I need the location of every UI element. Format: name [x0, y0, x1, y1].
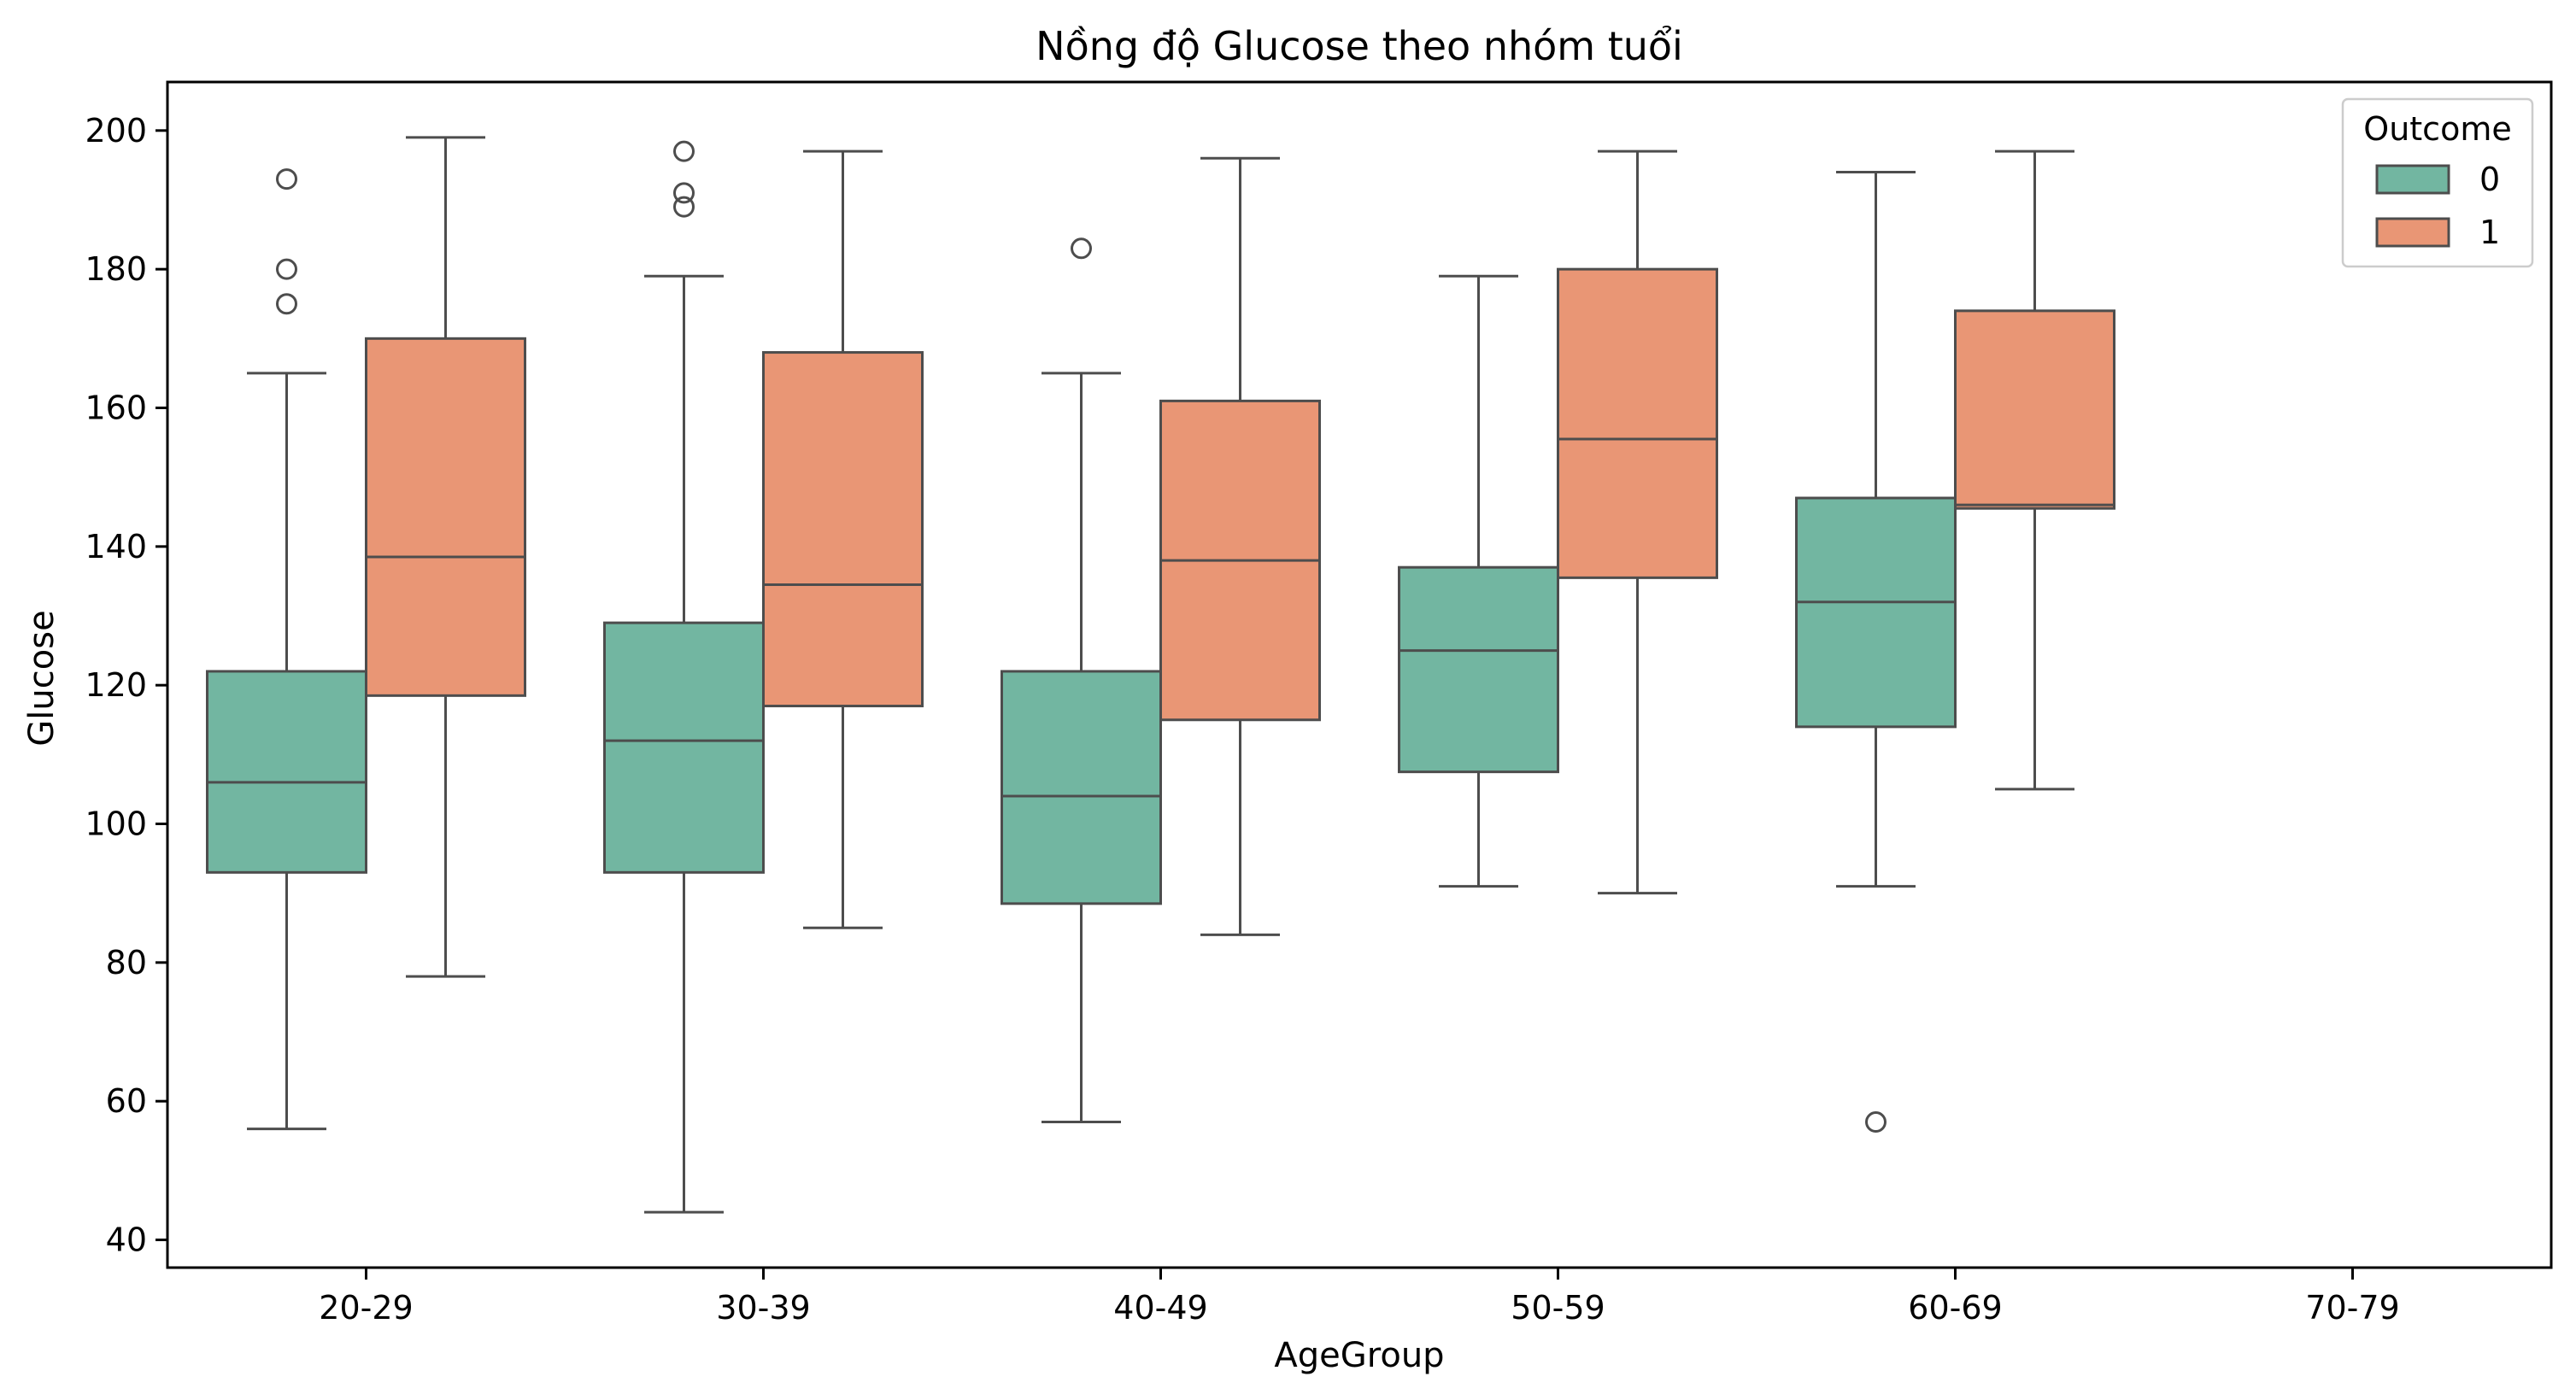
y-tick-label: 40 — [106, 1221, 147, 1259]
chart-title: Nồng độ Glucose theo nhóm tuổi — [1036, 23, 1683, 69]
y-tick-label: 120 — [85, 666, 147, 704]
x-tick-label: 40-49 — [1113, 1289, 1207, 1327]
box-series-1 — [1954, 309, 2115, 510]
legend-label-1: 1 — [2479, 214, 2500, 251]
x-tick-label: 50-59 — [1511, 1289, 1605, 1327]
y-tick-label: 140 — [85, 528, 147, 565]
outlier-point — [673, 182, 695, 204]
legend-swatch-1 — [2375, 217, 2450, 248]
plot-area: 40 60 80 100 120 140 160 180 200 20-29 30-39 40-49 5… — [85, 112, 2399, 1327]
outlier-point — [1865, 1111, 1887, 1133]
y-tick-label: 60 — [106, 1082, 147, 1120]
outlier-point — [276, 258, 297, 280]
y-tick-label: 80 — [106, 944, 147, 981]
y-axis-label: Glucose — [22, 610, 62, 746]
outlier-point — [673, 196, 695, 218]
y-tick-label: 180 — [85, 250, 147, 288]
plot-frame — [166, 80, 2553, 1269]
box-series-0 — [1398, 565, 1559, 774]
box-series-1 — [365, 337, 526, 697]
y-tick-label: 200 — [85, 112, 147, 149]
box-series-1 — [762, 351, 924, 708]
outlier-point — [1071, 237, 1092, 260]
box-series-0 — [1000, 670, 1162, 905]
outlier-point — [276, 168, 297, 190]
box-series-0 — [603, 621, 765, 874]
x-tick-label: 70-79 — [2305, 1289, 2399, 1327]
outlier-point — [673, 140, 695, 162]
outlier-point — [276, 293, 297, 315]
legend: Outcome 0 1 — [2341, 97, 2534, 268]
box-series-0 — [1795, 496, 1957, 729]
y-tick-label: 100 — [85, 805, 147, 843]
legend-swatch-0 — [2375, 164, 2450, 195]
y-tick-label: 160 — [85, 389, 147, 426]
x-tick-label: 20-29 — [319, 1289, 413, 1327]
box-series-0 — [206, 670, 367, 874]
legend-label-0: 0 — [2479, 161, 2500, 198]
x-tick-label: 30-39 — [716, 1289, 810, 1327]
x-axis-label: AgeGroup — [1274, 1336, 1444, 1375]
x-tick-label: 60-69 — [1908, 1289, 2002, 1327]
box-series-1 — [1557, 267, 1718, 579]
legend-title: Outcome — [2363, 110, 2511, 148]
